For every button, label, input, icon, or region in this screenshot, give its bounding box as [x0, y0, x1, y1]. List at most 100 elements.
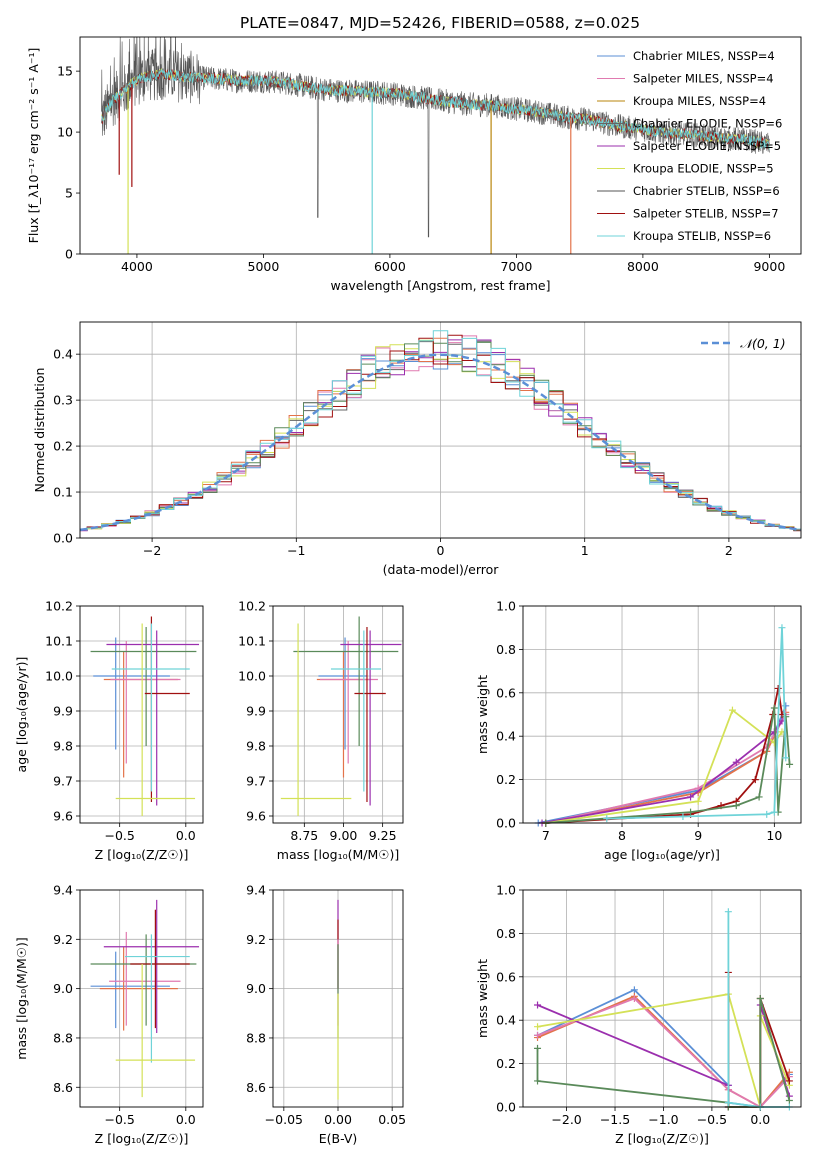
weight-marker — [732, 802, 740, 810]
x-axis-label: Z [log₁₀(Z/Z☉)] — [95, 1131, 189, 1146]
weight-marker — [603, 815, 611, 823]
histogram-series — [80, 341, 801, 531]
error-bar-point — [111, 623, 190, 792]
y-tick-label: 0.2 — [53, 439, 73, 454]
weight-marker — [778, 624, 786, 632]
axes-frame — [522, 605, 802, 824]
x-tick-label: 1 — [581, 543, 589, 558]
x-tick-label: −0.05 — [265, 1112, 303, 1127]
gaussian-curve — [79, 353, 802, 532]
y-tick-label: 0.4 — [496, 729, 516, 744]
axes-frame — [79, 321, 802, 539]
legend-label: Salpeter MILES, NSSP=4 — [633, 72, 774, 86]
y-tick-label: 9.4 — [53, 883, 73, 898]
y-tick-label: 9.9 — [246, 704, 266, 719]
weight-line — [545, 708, 783, 824]
x-tick-label: 8000 — [627, 259, 659, 274]
error-bar-point — [90, 951, 170, 1029]
axes-frame — [272, 889, 404, 1108]
y-tick-label: 9.4 — [246, 883, 266, 898]
weight-marker — [751, 776, 759, 784]
weight-marker — [770, 704, 778, 712]
x-axis-label: age [log₁₀(age/yr)] — [604, 847, 720, 862]
x-tick-label: 4000 — [121, 259, 153, 274]
weight-line — [606, 627, 787, 820]
axes-frame — [79, 605, 204, 824]
error-bar-point — [110, 641, 181, 764]
error-bar-point — [280, 623, 352, 816]
x-tick-label: 10 — [766, 828, 782, 843]
y-tick-label: 0.4 — [53, 347, 73, 362]
error-bar-point — [106, 630, 200, 806]
error-bar-point — [293, 616, 399, 746]
y-tick-label: 9.7 — [53, 774, 73, 789]
y-tick-label: 0.8 — [496, 642, 516, 657]
error-bar-point — [115, 623, 196, 816]
x-axis-label: Z [log₁₀(Z/Z☉)] — [615, 1131, 709, 1146]
error-bar-point — [90, 627, 197, 746]
y-tick-label: 9.6 — [53, 809, 73, 824]
y-axis-label: age [log₁₀(age/yr)] — [14, 657, 29, 773]
x-tick-label: 0.0 — [176, 828, 196, 843]
y-tick-label: 10.1 — [45, 634, 73, 649]
x-tick-label: −1.5 — [600, 1112, 630, 1127]
y-tick-label: 10.1 — [238, 634, 266, 649]
error-bar-point — [109, 931, 181, 1026]
error-bar-point — [330, 630, 382, 792]
axes-mass_vs_Z: −0.5 0.0 8.6 8.8 9.0 9.2 9.4 Z [log₁₀(Z/Z☉)] mas… — [14, 883, 203, 1146]
weight-marker — [630, 986, 638, 994]
x-tick-label: −0.5 — [697, 1112, 727, 1127]
weight-marker — [786, 760, 794, 768]
x-tick-label: −2.0 — [551, 1112, 581, 1127]
y-tick-label: 9.0 — [246, 981, 266, 996]
weight-marker — [756, 995, 764, 1002]
axes-mass_vs_EBV: −0.05 0.00 0.05 8.6 8.8 9.0 9.2 9.4 E(B-V) — [246, 883, 406, 1147]
weight-marker — [782, 713, 790, 721]
x-tick-label: 9.25 — [369, 828, 397, 843]
y-tick-label: 8.6 — [246, 1080, 266, 1095]
y-tick-label: 9.7 — [246, 774, 266, 789]
axes-age_vs_mass: 8.75 9.00 9.25 9.6 9.7 9.8 9.9 10.0 10.1 10.2 mass… — [238, 599, 403, 862]
weight-marker — [774, 684, 782, 692]
x-axis-label: (data-model)/error — [383, 562, 500, 577]
spectrum-line-chabrier-stelib — [101, 37, 770, 238]
error-bar-point — [316, 651, 371, 778]
y-tick-label: 10.0 — [45, 669, 73, 684]
axes-age_vs_Z: −0.5 0.0 9.6 9.7 9.8 9.9 10.0 10.1 10.2 Z [log₁₀(… — [14, 599, 203, 862]
y-tick-label: 15 — [57, 64, 73, 79]
weight-marker — [785, 1077, 793, 1085]
error-bar-point — [130, 909, 190, 1029]
y-tick-label: 0.8 — [496, 926, 516, 941]
legend-label: Chabrier MILES, NSSP=4 — [633, 49, 775, 63]
weight-line — [727, 911, 790, 1108]
y-tick-label: 9.2 — [246, 932, 266, 947]
error-bar-point — [124, 934, 190, 1063]
y-tick-label: 8.6 — [53, 1080, 73, 1095]
legend-label: Kroupa ELODIE, NSSP=5 — [633, 162, 774, 176]
axes-frame — [79, 36, 802, 255]
legend-label: Salpeter ELODIE, NSSP=5 — [633, 139, 781, 153]
weight-marker — [534, 1044, 542, 1052]
y-tick-label: 0 — [65, 247, 73, 262]
y-tick-label: 0.0 — [496, 1100, 516, 1115]
x-axis-label: E(B-V) — [319, 1131, 358, 1146]
weight-marker — [724, 1099, 732, 1107]
weight-line — [545, 688, 783, 824]
weight-marker — [694, 797, 702, 805]
error-bar-point — [103, 651, 178, 778]
y-tick-label: 8.8 — [53, 1030, 73, 1045]
weight-marker — [687, 808, 695, 816]
x-tick-label: 0.0 — [176, 1112, 196, 1127]
weight-marker — [728, 706, 736, 714]
y-tick-label: 0.2 — [496, 1056, 516, 1071]
error-bar-point — [340, 630, 402, 806]
x-tick-label: 0 — [437, 543, 445, 558]
x-tick-label: 0.05 — [378, 1112, 406, 1127]
y-axis-label: mass [log₁₀(M/M☉)] — [14, 937, 29, 1059]
y-tick-label: 10.2 — [45, 599, 73, 614]
axes-residuals: −2 −1 0 1 2 0.0 0.1 0.2 0.3 0.4 (data-model)/error… — [32, 322, 801, 577]
y-tick-label: 0.0 — [496, 816, 516, 831]
y-tick-label: 9.8 — [246, 739, 266, 754]
y-tick-label: 10 — [57, 125, 73, 140]
